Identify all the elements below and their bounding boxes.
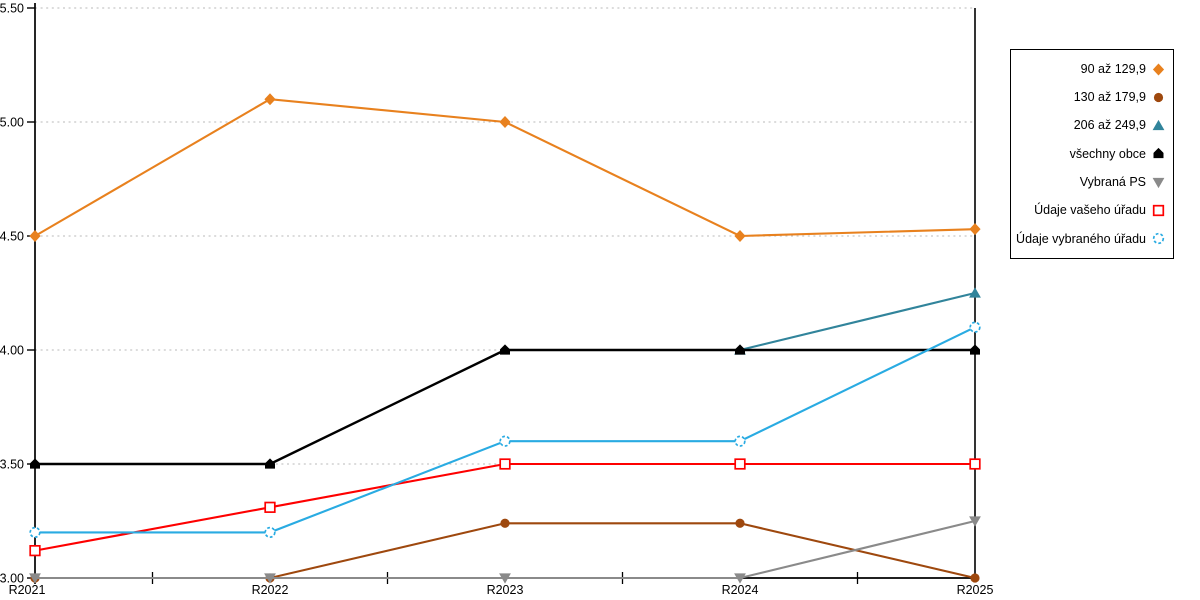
axes <box>27 3 976 584</box>
x-tick-label: R2024 <box>722 583 759 597</box>
series-line <box>35 326 976 534</box>
marker-triangle-up-icon <box>1152 120 1165 131</box>
marker-diamond-icon <box>499 116 511 128</box>
legend-item: Údaje vašeho úřadu <box>1014 203 1166 218</box>
marker-pentagon-icon <box>735 344 745 355</box>
marker-circle-dashed-icon <box>1152 233 1165 245</box>
marker-triangle-down-icon <box>29 573 41 584</box>
legend-triangle-up-icon <box>1152 120 1165 131</box>
marker-triangle-up-icon <box>969 287 981 298</box>
marker-square-icon <box>1152 204 1165 217</box>
marker-square-icon <box>29 544 41 557</box>
marker-circle-icon <box>735 518 745 528</box>
marker-triangle-down-icon <box>1152 177 1165 188</box>
y-tick-label: 3.00 <box>0 572 24 586</box>
series-vybran-ps <box>29 516 981 584</box>
marker-square-icon <box>499 458 511 470</box>
marker-diamond-icon <box>969 223 981 236</box>
marker-circle-dashed-icon <box>29 526 41 539</box>
marker-square-icon <box>264 501 276 513</box>
series-130-a-179-9 <box>30 518 980 583</box>
legend-item: 206 až 249,9 <box>1014 118 1166 133</box>
legend-item-label: Údaje vybraného úřadu <box>1016 231 1146 246</box>
marker-circle-dashed-icon <box>969 321 981 333</box>
legend-item-label: Údaje vašeho úřadu <box>1034 203 1146 218</box>
marker-diamond-icon <box>29 230 41 242</box>
y-tick-label: 4.00 <box>0 344 24 358</box>
legend-item-label: všechny obce <box>1069 146 1146 161</box>
legend-triangle-down-icon <box>1152 177 1165 188</box>
marker-circle-dashed-icon <box>264 526 276 539</box>
marker-triangle-down-icon <box>969 516 981 527</box>
marker-triangle-down-icon <box>734 573 746 584</box>
legend-item-label: 206 až 249,9 <box>1073 118 1146 133</box>
x-tick-label: R2022 <box>252 583 289 597</box>
series--daje-va-eho-adu <box>29 458 981 557</box>
x-tick-label: R2025 <box>957 583 994 597</box>
x-axis-labels: R2021 R2022 R2023 R2024 R2025 <box>9 583 994 597</box>
marker-square-icon <box>734 458 746 470</box>
marker-circle-icon <box>500 518 510 528</box>
legend-item: 90 až 129,9 <box>1014 62 1166 77</box>
marker-circle-icon <box>1153 92 1164 103</box>
marker-circle-dashed-icon <box>499 435 511 447</box>
marker-pentagon-icon <box>265 458 275 469</box>
legend-item-label: Vybraná PS <box>1079 175 1146 190</box>
legend-item-label: 130 až 179,9 <box>1073 90 1146 105</box>
y-tick-label: 3.50 <box>0 458 24 472</box>
marker-pentagon-icon <box>1153 148 1164 159</box>
legend-pentagon-icon <box>1153 148 1164 159</box>
marker-circle-icon <box>970 573 980 583</box>
y-tick-label: 4.50 <box>0 230 24 244</box>
legend-diamond-icon <box>1152 63 1165 76</box>
marker-diamond-icon <box>264 93 276 106</box>
marker-triangle-down-icon <box>264 573 276 584</box>
series-line <box>739 291 976 352</box>
series-line <box>35 519 976 580</box>
marker-diamond-icon <box>1152 63 1165 76</box>
series-v-echny-obce <box>30 344 980 469</box>
legend-item: Vybraná PS <box>1014 175 1166 190</box>
series--daje-vybran-ho-adu <box>29 321 981 539</box>
series-line <box>34 462 975 552</box>
legend-circle-dashed-icon <box>1152 233 1165 245</box>
legend-item: Údaje vybraného úřadu <box>1014 231 1166 246</box>
marker-pentagon-icon <box>500 344 510 355</box>
y-tick-label: 5.50 <box>0 2 24 16</box>
y-axis-labels: 3.00 3.50 4.00 4.50 5.00 5.50 <box>0 2 24 586</box>
legend: 90 až 129,9 130 až 179,9 206 až 249,9 všech… <box>1010 49 1174 259</box>
marker-pentagon-icon <box>30 458 40 469</box>
legend-square-icon <box>1152 204 1165 217</box>
y-tick-label: 5.00 <box>0 116 24 130</box>
legend-circle-icon <box>1153 92 1164 103</box>
marker-diamond-icon <box>734 230 746 242</box>
x-tick-label: R2023 <box>487 583 524 597</box>
legend-item-label: 90 až 129,9 <box>1080 61 1146 76</box>
x-tick-label: R2021 <box>9 583 46 597</box>
marker-square-icon <box>969 458 981 470</box>
legend-item: 130 až 179,9 <box>1014 90 1166 105</box>
series-90-a-129-9 <box>29 93 981 242</box>
series-206-a-249-9 <box>734 287 981 355</box>
legend-item: všechny obce <box>1014 146 1166 161</box>
marker-triangle-down-icon <box>499 573 511 584</box>
series-line <box>35 348 975 466</box>
marker-circle-dashed-icon <box>734 435 746 447</box>
marker-pentagon-icon <box>970 344 980 355</box>
